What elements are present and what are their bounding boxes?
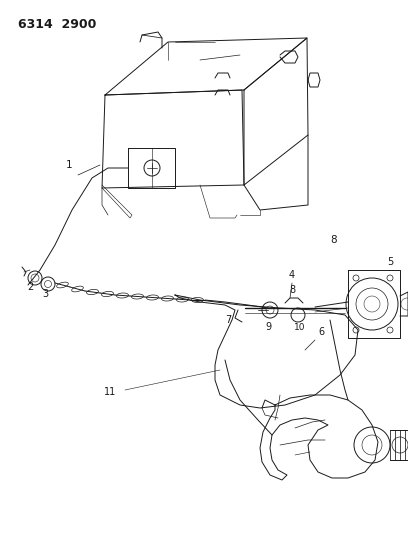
Text: 8: 8 [330, 235, 337, 245]
Text: 10: 10 [294, 323, 306, 332]
Text: 6314  2900: 6314 2900 [18, 18, 96, 31]
Text: 9: 9 [265, 322, 271, 332]
Text: 6: 6 [318, 327, 324, 337]
Text: 3: 3 [42, 289, 48, 299]
Text: 5: 5 [387, 257, 393, 267]
Text: 7: 7 [225, 315, 231, 325]
Text: 1: 1 [65, 160, 72, 170]
Text: 8: 8 [289, 285, 295, 295]
Text: 2: 2 [27, 282, 33, 292]
Text: 4: 4 [289, 270, 295, 280]
Text: 11: 11 [104, 387, 116, 397]
